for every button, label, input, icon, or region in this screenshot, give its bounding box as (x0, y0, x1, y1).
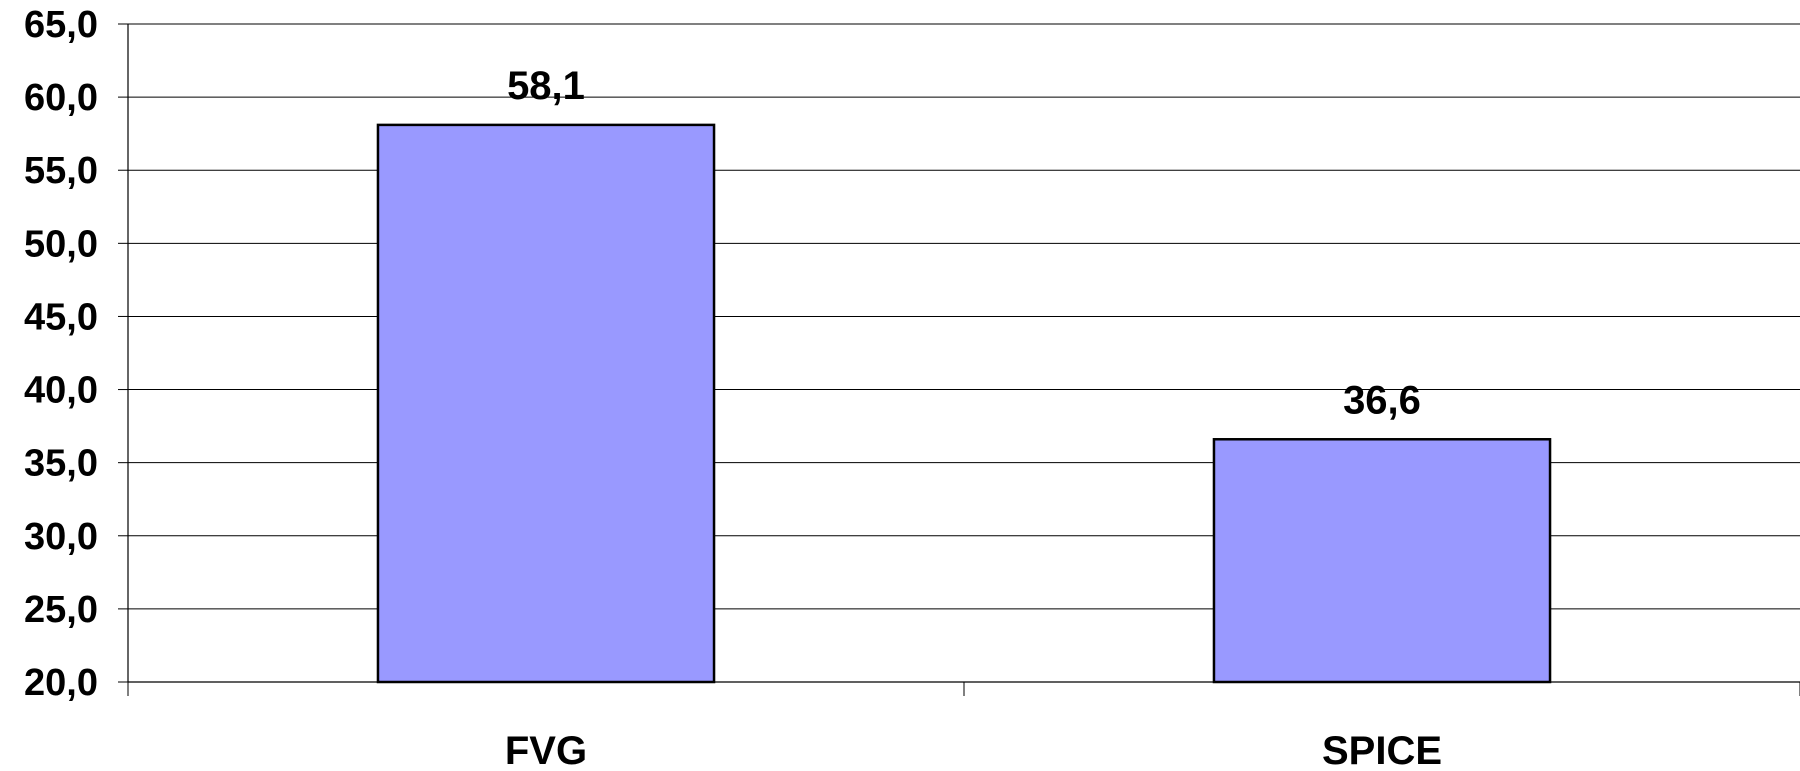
y-tick-label: 35,0 (24, 443, 98, 485)
bar-spice (1212, 438, 1552, 684)
data-label-fvg: 58,1 (507, 64, 585, 108)
category-label-fvg: FVG (505, 729, 587, 771)
y-tick-label: 40,0 (24, 370, 98, 412)
y-tick-label: 20,0 (24, 662, 98, 704)
category-labels: FVG SPICE (505, 729, 1442, 771)
bars-group (376, 123, 1552, 684)
y-tick-label: 60,0 (24, 77, 98, 119)
data-label-spice: 36,6 (1343, 378, 1421, 422)
data-labels: 58,1 36,6 (507, 64, 1421, 422)
y-tick-labels: 20,0 25,0 30,0 35,0 40,0 45,0 50,0 55,0 60,0 65,0 (24, 4, 98, 704)
y-tick-label: 65,0 (24, 4, 98, 46)
y-tick-label: 30,0 (24, 516, 98, 558)
category-label-spice: SPICE (1322, 729, 1442, 771)
axes-group (118, 23, 1800, 696)
y-tick-label: 45,0 (24, 296, 98, 338)
y-tick-label: 25,0 (24, 589, 98, 631)
y-tick-label: 50,0 (24, 223, 98, 265)
y-tick-label: 55,0 (24, 150, 98, 192)
bar-fvg (376, 123, 716, 684)
